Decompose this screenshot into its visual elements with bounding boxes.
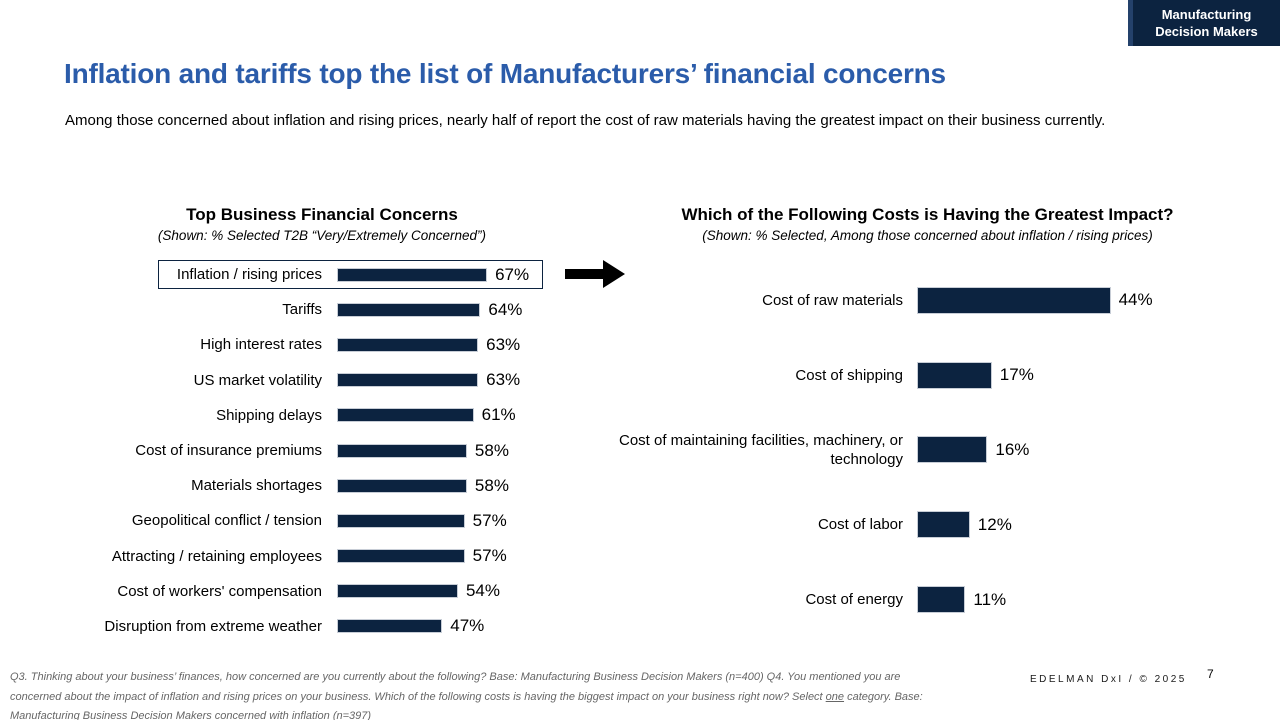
category-label: Cost of workers' compensation — [117, 582, 322, 600]
right-chart-rows: Cost of raw materials 44% Cost of shipping… — [615, 263, 1240, 637]
chart-row: Shipping delays 61% — [92, 398, 552, 433]
audience-badge-line2: Decision Makers — [1155, 24, 1258, 39]
value-label: 63% — [486, 370, 521, 390]
right-chart-title: Which of the Following Costs is Having t… — [681, 205, 1174, 224]
chart-row: Cost of labor 12% — [615, 487, 1240, 562]
bar — [917, 361, 992, 389]
bar — [337, 619, 443, 634]
brand-credit: EDELMAN DxI / © 2025 — [1030, 674, 1187, 685]
right-arrow-icon — [565, 260, 625, 288]
left-chart-rows: Inflation / rising prices 67% Tariffs 64% Hi… — [92, 257, 552, 644]
value-label: 47% — [450, 616, 485, 636]
value-label: 44% — [1118, 290, 1153, 310]
category-label: US market volatility — [193, 371, 322, 389]
value-label: 63% — [486, 334, 521, 354]
bar — [337, 549, 465, 564]
chart-row: Disruption from extreme weather 47% — [92, 609, 552, 644]
footnote: Q3. Thinking about your business’ financ… — [10, 668, 1000, 720]
left-chart-subtitle: (Shown: % Selected T2B “Very/Extremely C… — [157, 228, 487, 243]
footnote-line3: Manufacturing Business Decision Makers c… — [10, 710, 372, 720]
category-label: Cost of maintaining facilities, machiner… — [618, 431, 903, 468]
chart-row: Tariffs 64% — [92, 292, 552, 327]
chart-row: Inflation / rising prices 67% — [92, 257, 552, 292]
value-label: 54% — [465, 581, 500, 601]
page-subtitle: Among those concerned about inflation an… — [65, 112, 1106, 129]
audience-badge-line1: Manufacturing — [1161, 7, 1252, 22]
bar — [337, 337, 479, 352]
page-title: Inflation and tariffs top the list of Ma… — [64, 58, 946, 89]
bar — [337, 373, 479, 388]
category-label: Attracting / retaining employees — [111, 547, 322, 565]
category-label: Cost of raw materials — [762, 291, 903, 309]
category-label: Disruption from extreme weather — [104, 617, 322, 635]
value-label: 17% — [999, 365, 1034, 385]
chart-row: Cost of insurance premiums 58% — [92, 433, 552, 468]
category-label: Inflation / rising prices — [176, 266, 322, 284]
page-number: 7 — [1207, 667, 1214, 681]
chart-row: Attracting / retaining employees 57% — [92, 539, 552, 574]
value-label: 67% — [495, 264, 530, 284]
value-label: 58% — [474, 440, 509, 460]
value-label: 61% — [481, 405, 516, 425]
chart-row: Cost of shipping 17% — [615, 338, 1240, 413]
bar — [917, 286, 1111, 314]
left-chart-title: Top Business Financial Concerns — [186, 205, 458, 224]
category-label: Shipping delays — [216, 406, 322, 424]
left-chart: Top Business Financial Concerns (Shown: … — [92, 205, 552, 635]
value-label: 64% — [488, 299, 523, 319]
bar — [917, 586, 966, 614]
footnote-line2: concerned about the impact of inflation … — [10, 690, 923, 703]
value-label: 11% — [973, 589, 1007, 609]
bar — [337, 408, 474, 423]
bar — [917, 436, 988, 464]
chart-row: US market volatility 63% — [92, 363, 552, 398]
bar — [337, 584, 458, 599]
chart-row: Cost of raw materials 44% — [615, 263, 1240, 338]
audience-badge: Manufacturing Decision Makers — [1128, 0, 1280, 46]
chart-row: Materials shortages 58% — [92, 468, 552, 503]
value-label: 58% — [474, 475, 509, 495]
category-label: Materials shortages — [191, 477, 322, 495]
value-label: 12% — [977, 514, 1012, 534]
right-chart: Which of the Following Costs is Having t… — [615, 205, 1240, 614]
chart-row: Cost of workers' compensation 54% — [92, 574, 552, 609]
bar — [337, 267, 488, 282]
category-label: Geopolitical conflict / tension — [131, 512, 322, 530]
chart-row: Geopolitical conflict / tension 57% — [92, 503, 552, 538]
category-label: Cost of insurance premiums — [135, 442, 322, 460]
category-label: Cost of shipping — [795, 366, 903, 384]
bar — [917, 511, 970, 539]
bar — [337, 513, 465, 528]
category-label: Tariffs — [282, 301, 322, 319]
chart-row: Cost of energy 11% — [615, 562, 1240, 637]
category-label: Cost of labor — [817, 516, 903, 534]
category-label: Cost of energy — [805, 591, 903, 609]
right-chart-subtitle: (Shown: % Selected, Among those concerne… — [702, 228, 1153, 243]
chart-row: High interest rates 63% — [92, 327, 552, 362]
footnote-line1: Q3. Thinking about your business’ financ… — [10, 671, 901, 683]
value-label: 57% — [472, 510, 507, 530]
bar — [337, 302, 481, 317]
category-label: High interest rates — [200, 336, 322, 354]
underlined-word: one — [825, 690, 845, 703]
bar — [337, 478, 467, 493]
value-label: 57% — [472, 546, 507, 566]
bar — [337, 443, 467, 458]
chart-row: Cost of maintaining facilities, machiner… — [615, 413, 1240, 488]
value-label: 16% — [995, 439, 1030, 459]
